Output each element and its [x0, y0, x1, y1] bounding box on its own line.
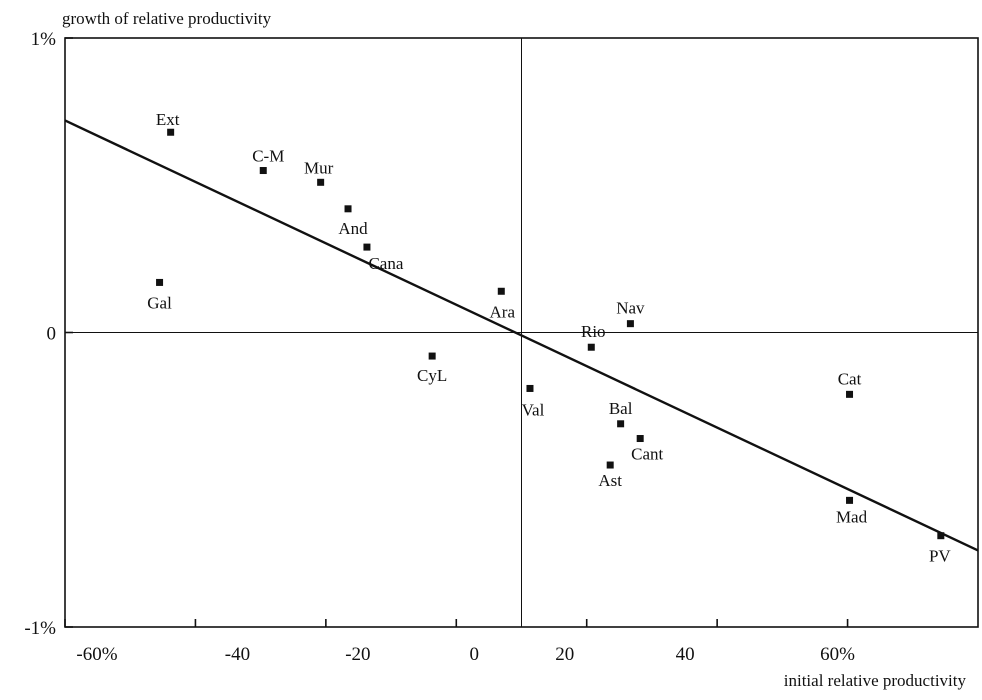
point-label: And: [338, 219, 368, 238]
data-point: [617, 420, 625, 428]
data-point: [606, 461, 614, 469]
point-label: Val: [522, 400, 545, 419]
data-point: [344, 205, 352, 213]
x-tick-label: 60%: [820, 644, 855, 665]
y-ticks: 1% 0 -1%: [24, 29, 73, 639]
data-point: [167, 128, 175, 136]
data-point: [626, 320, 634, 328]
point-label: Ast: [598, 471, 622, 490]
data-point: [156, 278, 164, 286]
point-label: CyL: [417, 366, 447, 385]
x-axis-title: initial relative productivity: [784, 671, 967, 690]
data-point: [259, 167, 267, 175]
data-point: [846, 496, 854, 504]
point-label: Cant: [631, 445, 663, 464]
y-tick-label: 1%: [31, 29, 57, 50]
point-label: Ara: [490, 302, 516, 321]
x-tick-label: -20: [345, 644, 370, 665]
data-point: [317, 178, 325, 186]
x-ticks: -60% -40 -20 0 20 40 60%: [64, 619, 855, 665]
x-tick-label: -40: [225, 644, 250, 665]
data-point: [363, 243, 371, 251]
trend-line: [64, 119, 979, 552]
point-label: Ext: [156, 110, 180, 129]
data-point: [846, 390, 854, 398]
x-tick-label: -60%: [76, 644, 117, 665]
y-tick-label: -1%: [24, 618, 56, 639]
point-label: Mad: [836, 507, 868, 526]
x-tick-label: 40: [676, 644, 695, 665]
point-label: Gal: [147, 293, 172, 312]
x-tick-label: 0: [470, 644, 480, 665]
point-label: Cat: [838, 369, 862, 388]
x-tick-label: 20: [555, 644, 574, 665]
y-tick-label: 0: [47, 324, 57, 345]
y-axis-title: growth of relative productivity: [62, 9, 272, 28]
data-point: [526, 384, 534, 392]
data-point: [497, 287, 505, 295]
point-label: PV: [929, 547, 951, 566]
point-label: C-M: [252, 147, 284, 166]
point-label: Cana: [368, 254, 403, 273]
data-point: [937, 532, 945, 540]
point-label: Nav: [616, 299, 645, 318]
data-point: [636, 435, 644, 443]
point-label: Mur: [304, 158, 334, 177]
data-point: [587, 343, 595, 351]
data-point: [428, 352, 436, 360]
point-label: Rio: [581, 322, 606, 341]
point-label: Bal: [609, 399, 633, 418]
